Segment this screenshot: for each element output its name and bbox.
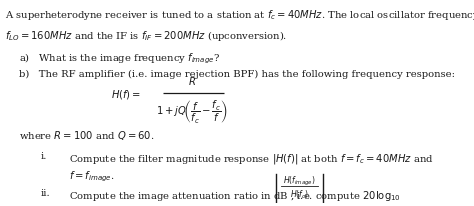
Text: $f = f_{image}$.: $f = f_{image}$. [69, 169, 115, 183]
Text: Compute the image attenuation ratio in dB , i.e. compute $20\log_{10}$: Compute the image attenuation ratio in d… [69, 188, 401, 202]
Text: i.: i. [41, 152, 47, 160]
Text: $H(f_c)$: $H(f_c)$ [290, 188, 309, 200]
Text: $H(f_{image})$: $H(f_{image})$ [283, 174, 316, 187]
Text: Compute the filter magnitude response $|H(f)|$ at both $f = f_c = 40MHz$ and: Compute the filter magnitude response $|… [69, 152, 433, 166]
Text: where $R = 100$ and $Q = 60$.: where $R = 100$ and $Q = 60$. [19, 129, 154, 142]
Text: $H(f) = $: $H(f) = $ [111, 87, 141, 100]
Text: ii.: ii. [41, 188, 51, 197]
Text: A superheterodyne receiver is tuned to a station at $f_c = 40MHz$. The local osc: A superheterodyne receiver is tuned to a… [5, 8, 474, 22]
Text: a)   What is the image frequency $f_{image}$?: a) What is the image frequency $f_{image… [19, 52, 220, 66]
Text: $R$: $R$ [188, 75, 196, 87]
Text: $1 + jQ\!\left(\dfrac{f}{f_c} - \dfrac{f_c}{f}\right)$: $1 + jQ\!\left(\dfrac{f}{f_c} - \dfrac{f… [156, 98, 228, 125]
Text: $f_{LO} = 160MHz$ and the IF is $f_{IF} = 200MHz$ (upconversion).: $f_{LO} = 160MHz$ and the IF is $f_{IF} … [5, 29, 287, 43]
Text: b)   The RF amplifier (i.e. image rejection BPF) has the following frequency res: b) The RF amplifier (i.e. image rejectio… [19, 70, 455, 79]
